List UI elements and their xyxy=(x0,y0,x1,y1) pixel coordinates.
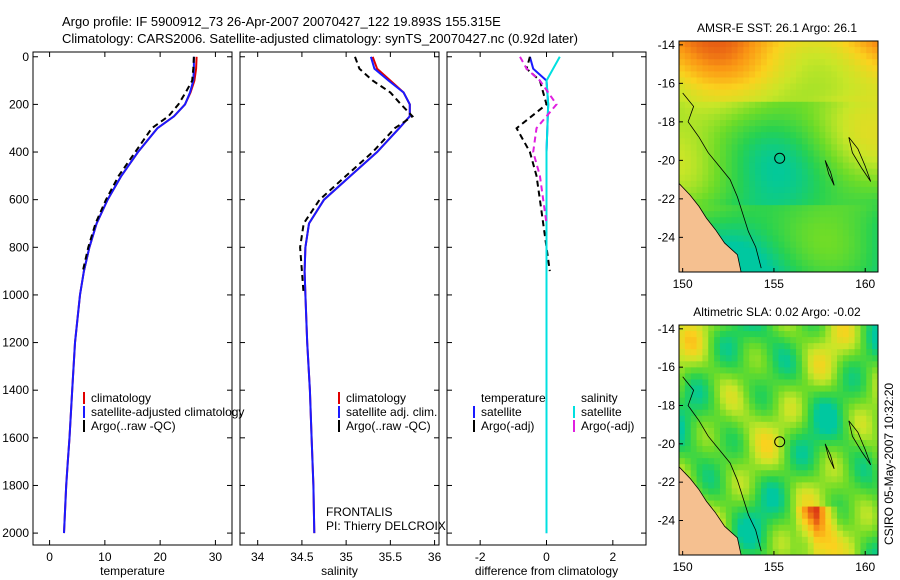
pi-label: PI: Thierry DELCROIX xyxy=(326,519,446,533)
sst-map-title: AMSR-E SST: 26.1 Argo: 26.1 xyxy=(697,21,857,35)
salinity-legend: climatology satellite adj. clim. Argo(..… xyxy=(326,391,446,533)
series-line-satellite xyxy=(303,56,411,534)
x-tick-label: 2 xyxy=(609,550,616,564)
x-tick-label: 34 xyxy=(251,550,265,564)
x-axis-label: salinity xyxy=(321,564,358,578)
y-tick-label: 800 xyxy=(9,240,29,254)
sla-map: 150 155 160 -14 -16 -18 -20 -22 -24 xyxy=(658,322,879,574)
reef-contour xyxy=(682,92,762,269)
map-y-tick-label: -22 xyxy=(658,475,676,489)
reef-contour xyxy=(848,420,872,466)
y-tick-label: 0 xyxy=(22,50,29,64)
series-line-salinity-argo xyxy=(519,56,558,224)
legend-climatology: climatology xyxy=(346,391,406,405)
reef-contour xyxy=(848,137,872,182)
legend-salinity-header: salinity xyxy=(581,391,618,405)
map-frame xyxy=(678,40,879,273)
series-line-satellite xyxy=(63,56,195,534)
map-x-tick-label: 155 xyxy=(764,560,784,574)
map-y-tick-label: -18 xyxy=(658,115,676,129)
legend-temperature-satellite: satellite xyxy=(481,405,522,419)
map-x-tick-label: 150 xyxy=(673,277,693,291)
sst-map: 150 155 160 -14 -16 -18 -20 -22 -24 xyxy=(658,38,879,291)
y-tick-label: 1000 xyxy=(2,288,29,302)
plot-area-frame xyxy=(239,51,440,546)
legend-climatology: climatology xyxy=(91,391,151,405)
map-y-tick-label: -16 xyxy=(658,360,676,374)
map-y-tick-label: -14 xyxy=(658,322,676,336)
figure-title-line2: Climatology: CARS2006. Satellite-adjuste… xyxy=(62,31,578,46)
y-tick-label: 1200 xyxy=(2,336,29,350)
x-tick-label: 30 xyxy=(209,550,223,564)
reef-contour xyxy=(682,376,762,552)
frontalis-label: FRONTALIS xyxy=(326,505,392,519)
series-line-argo xyxy=(299,56,415,295)
legend-salinity-argo: Argo(-adj) xyxy=(581,419,634,433)
legend-temperature-argo: Argo(-adj) xyxy=(481,419,534,433)
map-y-tick-label: -22 xyxy=(658,192,676,206)
map-x-tick-label: 160 xyxy=(855,560,875,574)
map-frame xyxy=(678,324,879,556)
y-tick-label: 200 xyxy=(9,97,29,111)
land-area xyxy=(679,182,742,272)
map-x-tick-label: 150 xyxy=(673,560,693,574)
argo-location-marker xyxy=(774,152,786,164)
map-y-tick-label: -16 xyxy=(658,76,676,90)
x-tick-label: -2 xyxy=(475,550,486,564)
legend-temperature-header: temperature xyxy=(481,391,546,405)
x-tick-label: 0 xyxy=(543,550,550,564)
salinity-panel: 34 34.5 35 35.5 36 salinity xyxy=(239,51,442,578)
y-tick-label: 2000 xyxy=(2,526,29,540)
difference-legend: temperature satellite Argo(-adj) salinit… xyxy=(473,391,634,433)
plot-area-frame xyxy=(32,51,233,546)
legend-salinity-satellite: satellite xyxy=(581,405,622,419)
land-area xyxy=(679,466,742,555)
legend-argo: Argo(..raw -QC) xyxy=(91,419,176,433)
figure-title-line1: Argo profile: IF 5900912_73 26-Apr-2007 … xyxy=(62,14,501,29)
legend-satellite: satellite adj. clim. xyxy=(346,405,437,419)
x-tick-label: 10 xyxy=(98,550,112,564)
map-y-tick-label: -24 xyxy=(658,230,676,244)
reef-contour xyxy=(824,443,835,469)
x-tick-label: 20 xyxy=(153,550,167,564)
reef-contour xyxy=(824,160,835,186)
y-tick-label: 1800 xyxy=(2,478,29,492)
map-x-tick-label: 155 xyxy=(764,277,784,291)
timestamp-label: CSIRO 05-May-2007 10:32:20 xyxy=(882,383,896,545)
x-tick-label: 35.5 xyxy=(379,550,403,564)
temperature-panel: 0 10 20 30 0 200 400 600 800 1000 1200 1400 1600 1800… xyxy=(2,50,233,578)
map-y-tick-label: -24 xyxy=(658,514,676,528)
x-tick-label: 35 xyxy=(339,550,353,564)
map-y-tick-label: -20 xyxy=(658,153,676,167)
x-axis-label: temperature xyxy=(100,564,165,578)
x-tick-label: 36 xyxy=(428,550,442,564)
x-tick-label: 34.5 xyxy=(290,550,314,564)
sla-map-title: Altimetric SLA: 0.02 Argo: -0.02 xyxy=(693,305,861,319)
y-tick-label: 600 xyxy=(9,193,29,207)
legend-argo: Argo(..raw -QC) xyxy=(346,419,431,433)
map-y-tick-label: -20 xyxy=(658,437,676,451)
y-tick-label: 1400 xyxy=(2,383,29,397)
series-line-salinity-satellite xyxy=(545,56,561,534)
y-tick-label: 1600 xyxy=(2,431,29,445)
map-x-tick-label: 160 xyxy=(855,277,875,291)
x-tick-label: 0 xyxy=(46,550,53,564)
legend-satellite: satellite-adjusted climatology xyxy=(91,405,244,419)
temperature-legend: climatology satellite-adjusted climatolo… xyxy=(83,391,244,433)
series-line-argo xyxy=(81,56,195,272)
x-axis-label: difference from climatology xyxy=(475,564,618,578)
y-tick-label: 400 xyxy=(9,145,29,159)
map-y-tick-label: -14 xyxy=(658,38,676,52)
map-y-tick-label: -18 xyxy=(658,399,676,413)
argo-location-marker xyxy=(774,436,786,448)
